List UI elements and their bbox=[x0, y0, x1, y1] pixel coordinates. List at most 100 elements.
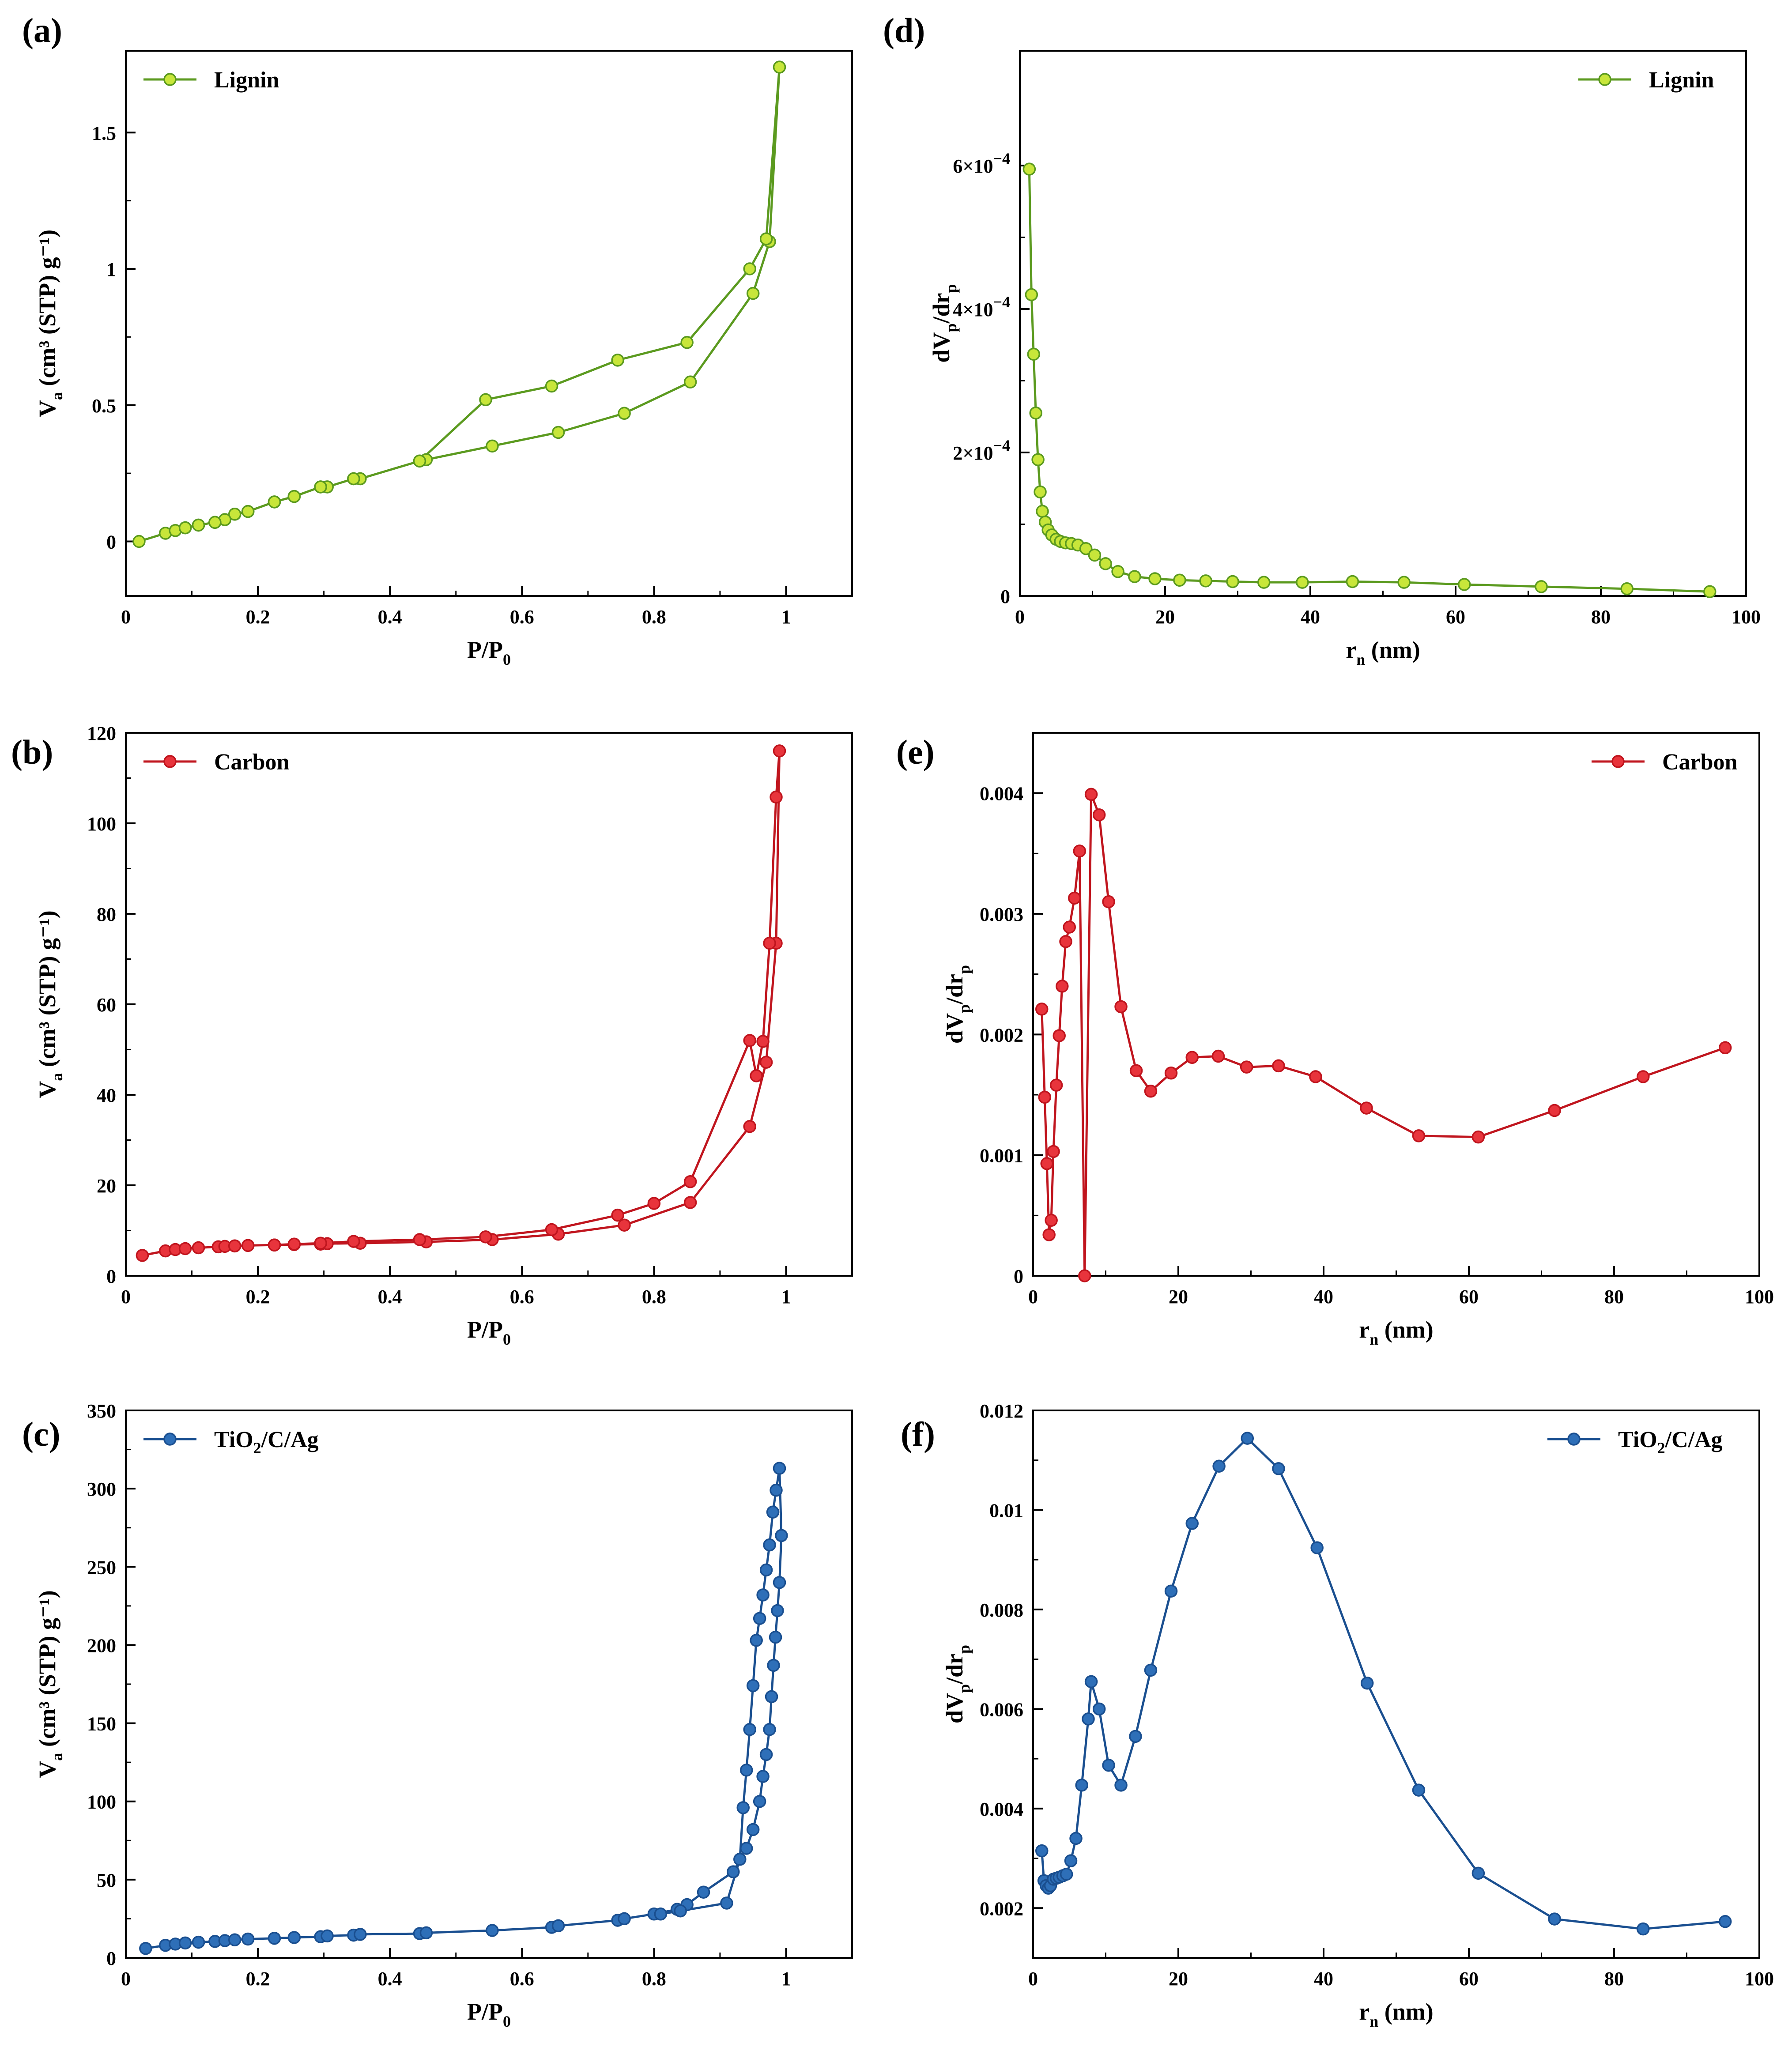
data-point bbox=[771, 1604, 784, 1617]
y-tick-text: 100 bbox=[87, 813, 116, 835]
y-tick-text: 0.004 bbox=[980, 1798, 1023, 1820]
data-point bbox=[1272, 1462, 1285, 1475]
data-point bbox=[736, 1801, 750, 1814]
x-tick-label: 100 bbox=[1732, 606, 1761, 628]
data-point bbox=[347, 1235, 360, 1248]
plot-frame bbox=[125, 1410, 853, 1959]
x-axis-label-sub: 0 bbox=[503, 2013, 511, 2030]
data-point bbox=[178, 521, 192, 535]
legend-label-text: Lignin bbox=[214, 68, 279, 93]
data-point bbox=[1718, 1915, 1732, 1928]
plot-frame bbox=[125, 50, 853, 597]
legend-label-rest: /C/Ag bbox=[1665, 1427, 1723, 1452]
y-axis-label-sub2: p bbox=[942, 284, 960, 293]
y-tick-text: 350 bbox=[87, 1400, 116, 1422]
y-tick-text: 0.5 bbox=[92, 395, 116, 417]
series-line bbox=[139, 66, 781, 543]
x-axis-label-main: P/P bbox=[467, 1316, 503, 1343]
data-point bbox=[763, 936, 776, 950]
y-tick-label: 0 bbox=[106, 532, 116, 553]
y-tick-text: 0 bbox=[1000, 586, 1010, 607]
series-a-0 bbox=[132, 60, 786, 548]
data-point bbox=[1535, 580, 1548, 593]
data-point bbox=[654, 1908, 668, 1921]
data-point bbox=[674, 1904, 687, 1918]
data-point bbox=[1637, 1922, 1650, 1936]
legend-marker bbox=[163, 755, 177, 768]
data-point bbox=[1412, 1129, 1426, 1142]
y-tick-text: 0.004 bbox=[980, 783, 1023, 805]
data-point bbox=[268, 1238, 281, 1252]
data-point bbox=[618, 1912, 631, 1926]
y-tick-exponent: −4 bbox=[993, 293, 1010, 311]
x-tick-label: 0.8 bbox=[642, 1286, 666, 1308]
data-point bbox=[321, 1929, 334, 1943]
series-line bbox=[145, 1467, 783, 1950]
data-point bbox=[1027, 347, 1041, 361]
data-point bbox=[756, 1588, 770, 1602]
data-point bbox=[1082, 1712, 1095, 1726]
data-point bbox=[1042, 1228, 1056, 1241]
data-point bbox=[1040, 1157, 1054, 1170]
data-point bbox=[1144, 1085, 1158, 1098]
y-axis-label: dVp/drp bbox=[941, 965, 973, 1044]
y-tick-text: 0.008 bbox=[980, 1599, 1023, 1621]
data-point bbox=[551, 1919, 565, 1933]
data-point bbox=[132, 535, 146, 548]
data-point bbox=[739, 1842, 753, 1855]
data-point bbox=[1185, 1517, 1199, 1530]
data-point bbox=[1164, 1067, 1178, 1080]
x-tick-label: 100 bbox=[1745, 1968, 1774, 1990]
panel-label-e: (e) bbox=[896, 733, 935, 771]
data-point bbox=[756, 1770, 770, 1783]
y-tick-label: 4×10−4 bbox=[953, 293, 1010, 320]
data-point bbox=[1088, 548, 1102, 562]
chart-panel-e: (e) 0 20 40 60 80 100 0 0.001 0.002 0.003 0.004 rn (… bbox=[896, 732, 1774, 1348]
y-tick-text: 150 bbox=[87, 1713, 116, 1735]
y-tick-label: 0.01 bbox=[989, 1500, 1023, 1521]
series-line bbox=[142, 750, 781, 1257]
y-tick-exponent: −4 bbox=[993, 150, 1010, 167]
data-point bbox=[1075, 1779, 1088, 1792]
y-tick-text: 80 bbox=[97, 904, 116, 925]
y-tick-label: 250 bbox=[87, 1557, 116, 1578]
data-point bbox=[683, 375, 697, 389]
x-tick-label: 0.6 bbox=[510, 1286, 534, 1308]
x-tick-label: 80 bbox=[1604, 1286, 1624, 1308]
panel-label-d: (d) bbox=[883, 11, 925, 49]
data-point bbox=[314, 1236, 327, 1250]
legend: Lignin bbox=[1578, 68, 1714, 93]
data-point bbox=[486, 439, 499, 453]
y-axis-label-sub: p bbox=[955, 1684, 973, 1693]
data-point bbox=[759, 232, 773, 245]
legend-label: Lignin bbox=[214, 68, 279, 93]
legend-label-text: TiO bbox=[1618, 1427, 1657, 1452]
data-point bbox=[759, 1056, 773, 1069]
legend-label: TiO2/C/Ag bbox=[214, 1427, 319, 1457]
y-tick-text: 1 bbox=[106, 259, 116, 280]
series-b-0 bbox=[136, 744, 786, 1262]
x-axis-label-unit: (nm) bbox=[1378, 1998, 1433, 2025]
data-point bbox=[746, 1823, 760, 1836]
data-point bbox=[1129, 1064, 1143, 1078]
data-point bbox=[1296, 576, 1309, 589]
x-axis-label: rn (nm) bbox=[1359, 1316, 1433, 1348]
y-tick-label: 0.006 bbox=[980, 1699, 1023, 1720]
x-tick-label: 20 bbox=[1155, 606, 1175, 628]
data-point bbox=[746, 1679, 760, 1693]
y-tick-label: 0 bbox=[106, 1948, 116, 1969]
y-axis-label: dVp/drp bbox=[928, 284, 960, 362]
data-point bbox=[1038, 1090, 1052, 1104]
data-point bbox=[1092, 1702, 1106, 1716]
x-tick-label: 0.8 bbox=[642, 606, 666, 628]
data-point bbox=[1412, 1783, 1426, 1797]
y-tick-label: 0.5 bbox=[92, 395, 116, 417]
data-point bbox=[683, 1175, 697, 1188]
data-point bbox=[1025, 288, 1038, 302]
y-tick-label: 120 bbox=[87, 723, 116, 744]
data-point bbox=[479, 1230, 492, 1244]
data-point bbox=[1111, 565, 1124, 578]
legend-label: Carbon bbox=[1662, 750, 1738, 775]
